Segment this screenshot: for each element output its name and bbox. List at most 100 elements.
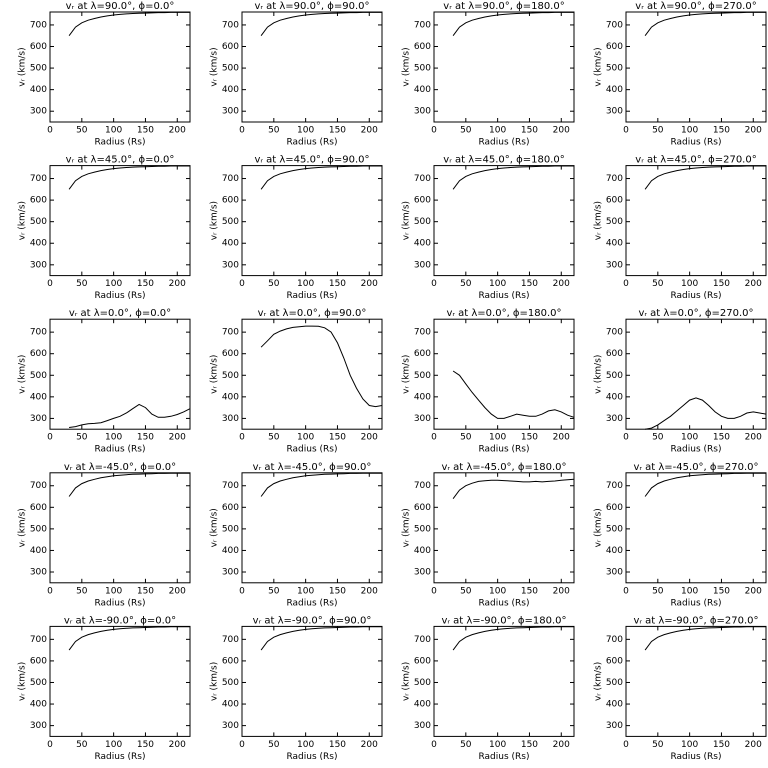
panel: vᵣ at λ=45.0°, ϕ=270.0° Radius (Rs) vᵣ (km… [594,155,767,301]
panel-title: vᵣ at λ=-90.0°, ϕ=180.0° [441,615,566,626]
y-tick-label: 500 [414,371,431,381]
data-line [260,472,382,497]
x-tick-label: 50 [652,740,664,750]
x-tick-label: 100 [105,126,122,136]
y-axis-label: vᵣ (km/s) [402,355,412,394]
panel-title: vᵣ at λ=45.0°, ϕ=270.0° [635,155,756,166]
x-tick-label: 50 [460,126,472,136]
y-tick-label: 600 [222,349,239,359]
y-tick-label: 400 [222,392,239,402]
plot-frame [625,318,767,430]
y-tick-label: 400 [606,239,623,249]
x-tick-label: 100 [681,586,698,596]
panel: vᵣ at λ=90.0°, ϕ=0.0° Radius (Rs) vᵣ (km/s… [18,1,191,148]
x-tick-label: 50 [76,126,88,136]
x-tick-label: 0 [623,433,629,443]
x-axis-label: Radius (Rs) [94,138,145,148]
x-tick-label: 100 [297,586,314,596]
panel: vᵣ at λ=-90.0°, ϕ=180.0° Radius (Rs) vᵣ (k… [402,615,575,762]
x-tick-label: 200 [361,740,378,750]
y-tick-label: 700 [414,328,431,338]
x-tick-label: 50 [652,279,664,289]
x-axis-label: Radius (Rs) [94,752,145,762]
y-axis-label: vᵣ (km/s) [594,47,604,86]
panel-title: vᵣ at λ=0.0°, ϕ=180.0° [446,308,561,319]
y-tick-label: 400 [606,546,623,556]
x-tick-label: 50 [268,740,280,750]
y-tick-label: 500 [30,217,47,227]
y-axis-label: vᵣ (km/s) [18,662,28,701]
y-tick-label: 400 [30,700,47,710]
x-tick-label: 200 [169,740,186,750]
y-tick-label: 700 [606,635,623,645]
x-tick-label: 200 [553,126,570,136]
panel-title: vᵣ at λ=-45.0°, ϕ=180.0° [441,462,566,473]
y-tick-label: 400 [30,546,47,556]
data-line [644,472,766,497]
y-tick-label: 600 [606,503,623,513]
x-tick-label: 0 [431,279,437,289]
x-tick-label: 100 [297,126,314,136]
plot-frame [625,625,767,737]
x-tick-label: 100 [681,279,698,289]
x-tick-label: 100 [297,279,314,289]
y-tick-label: 500 [414,217,431,227]
plot-frame [433,11,575,123]
y-tick-label: 700 [222,635,239,645]
panel-title: vᵣ at λ=45.0°, ϕ=180.0° [443,155,564,166]
y-axis-label: vᵣ (km/s) [210,355,220,394]
plot-frame [433,472,575,584]
x-tick-label: 100 [297,740,314,750]
plot-frame [241,472,383,584]
data-line [260,626,382,651]
panel-title: vᵣ at λ=-90.0°, ϕ=270.0° [633,615,758,626]
y-tick-label: 300 [30,721,47,731]
y-tick-label: 300 [222,260,239,270]
x-tick-label: 100 [489,433,506,443]
x-tick-label: 50 [652,126,664,136]
y-tick-label: 500 [30,371,47,381]
panel-title: vᵣ at λ=45.0°, ϕ=0.0° [66,155,175,166]
y-axis-label: vᵣ (km/s) [402,508,412,547]
y-tick-label: 400 [414,546,431,556]
x-tick-label: 0 [431,586,437,596]
y-tick-label: 600 [606,196,623,206]
x-tick-label: 0 [431,126,437,136]
data-line [452,478,575,499]
plot-frame [241,318,383,430]
y-tick-label: 300 [222,414,239,424]
y-tick-label: 700 [414,20,431,30]
x-tick-label: 200 [745,740,762,750]
y-tick-label: 400 [414,239,431,249]
x-tick-label: 100 [681,433,698,443]
x-tick-label: 200 [169,433,186,443]
x-tick-label: 50 [76,740,88,750]
y-tick-label: 700 [606,328,623,338]
y-tick-label: 500 [222,678,239,688]
y-tick-label: 700 [606,174,623,184]
x-tick-label: 0 [431,433,437,443]
x-tick-label: 50 [76,279,88,289]
y-axis-label: vᵣ (km/s) [402,201,412,240]
y-tick-label: 300 [414,107,431,117]
x-tick-label: 0 [47,586,53,596]
panel: vᵣ at λ=90.0°, ϕ=270.0° Radius (Rs) vᵣ (km… [594,1,767,148]
y-tick-label: 300 [606,568,623,578]
x-tick-label: 0 [623,279,629,289]
x-tick-label: 150 [137,586,154,596]
y-tick-label: 400 [222,85,239,95]
y-tick-label: 500 [30,678,47,688]
plot-frame [241,625,383,737]
x-tick-label: 200 [553,279,570,289]
x-tick-label: 50 [76,586,88,596]
x-axis-label: Radius (Rs) [478,445,529,455]
panel-title: vᵣ at λ=90.0°, ϕ=270.0° [635,1,756,12]
y-tick-label: 300 [606,721,623,731]
data-line [452,11,574,36]
data-line [68,472,190,497]
y-tick-label: 300 [222,568,239,578]
y-tick-label: 300 [606,260,623,270]
y-tick-label: 500 [30,64,47,74]
x-axis-label: Radius (Rs) [286,752,337,762]
y-tick-label: 300 [414,568,431,578]
